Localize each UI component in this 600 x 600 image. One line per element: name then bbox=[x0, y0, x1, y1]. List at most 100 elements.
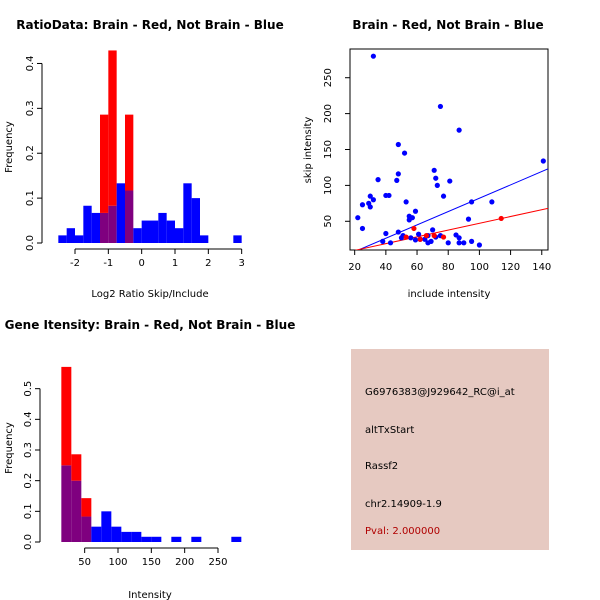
ratio-y-tick-label: 0.1 bbox=[25, 190, 36, 206]
gene-not-brain-bar bbox=[131, 531, 142, 542]
gene-y-tick-label: 0.4 bbox=[23, 411, 34, 427]
ratio-not-brain-bar bbox=[83, 205, 92, 243]
ratio-not-brain-bar bbox=[66, 228, 75, 243]
brain-fit-line bbox=[354, 207, 548, 250]
gene-x-tick-label: 100 bbox=[108, 557, 127, 568]
scatter-x-tick-label: 40 bbox=[379, 262, 392, 273]
gene-x-tick-label: 200 bbox=[175, 557, 194, 568]
not-brain-point bbox=[375, 177, 381, 183]
not-brain-point bbox=[476, 242, 483, 248]
gene-not-brain-bar bbox=[101, 511, 112, 542]
gene-not-brain-bar bbox=[191, 536, 202, 542]
scatter-y-tick-label: 100 bbox=[323, 176, 334, 195]
ratio-x-tick-label: 3 bbox=[238, 258, 244, 269]
not-brain-point bbox=[383, 230, 389, 237]
not-brain-point bbox=[359, 202, 366, 208]
gene-not-brain-bar bbox=[141, 536, 152, 542]
gene-not-brain-bar bbox=[111, 526, 122, 542]
not-brain-point bbox=[489, 199, 495, 205]
ratio-x-tick-label: -2 bbox=[70, 258, 80, 269]
probe-info-panel: G6976383@J929642_RC@i_at altTxStart Rass… bbox=[351, 349, 549, 550]
ratio-brain-bar bbox=[125, 114, 134, 191]
scatter-x-tick-label: 60 bbox=[411, 262, 424, 273]
gene-brain-bar bbox=[71, 454, 82, 481]
not-brain-point bbox=[469, 199, 475, 205]
not-brain-point bbox=[394, 177, 400, 183]
ratio-not-brain-bar bbox=[200, 235, 209, 243]
not-brain-point bbox=[465, 216, 472, 222]
not-brain-point bbox=[456, 240, 462, 246]
brain-point bbox=[423, 233, 429, 239]
not-brain-point bbox=[367, 193, 373, 199]
gene-x-tick-label: 50 bbox=[78, 557, 91, 568]
gene-x-tick-label: 150 bbox=[142, 557, 161, 568]
p-value: Pval: 2.000000 bbox=[365, 526, 441, 537]
ratio-brain-bar bbox=[108, 50, 117, 206]
ratio-x-tick-label: 2 bbox=[205, 258, 211, 269]
ratio-histogram: RatioData: Brain - Red, Not Brain - Blue… bbox=[4, 18, 284, 300]
not-brain-point bbox=[430, 227, 436, 233]
not-brain-point bbox=[401, 150, 408, 156]
not-brain-point bbox=[540, 158, 546, 164]
ratio-brain-bar bbox=[100, 114, 109, 213]
gene-x-tick-label: 250 bbox=[208, 557, 227, 568]
ratio-not-brain-bar bbox=[75, 235, 84, 243]
not-brain-point bbox=[469, 238, 475, 244]
not-brain-point bbox=[437, 103, 444, 110]
ratio-x-tick-label: -1 bbox=[103, 258, 113, 269]
ratio-x-tick-label: 0 bbox=[138, 258, 144, 269]
ratio-overlap-bar bbox=[100, 212, 109, 243]
brain-point bbox=[498, 215, 504, 222]
gene-brain-bar bbox=[61, 366, 72, 466]
ratio-y-tick-label: 0.3 bbox=[25, 100, 36, 116]
ratio-not-brain-bar bbox=[166, 220, 175, 243]
not-brain-point bbox=[428, 238, 434, 244]
ratio-not-brain-bar bbox=[58, 235, 67, 243]
scatter-x-tick-label: 140 bbox=[532, 262, 551, 273]
not-brain-point bbox=[447, 178, 453, 184]
scatter-xlabel: include intensity bbox=[408, 289, 491, 300]
gene-overlap-bar bbox=[71, 480, 82, 542]
brain-point bbox=[403, 234, 409, 240]
brain-point bbox=[417, 236, 423, 242]
ratio-histogram-title: RatioData: Brain - Red, Not Brain - Blue bbox=[16, 18, 283, 32]
not-brain-point bbox=[386, 192, 392, 199]
not-brain-point bbox=[456, 127, 462, 133]
not-brain-point bbox=[403, 199, 409, 205]
not-brain-point bbox=[431, 167, 437, 173]
scatter-x-tick-label: 80 bbox=[442, 262, 455, 273]
scatter-y-tick-label: 150 bbox=[323, 140, 334, 159]
event-type: altTxStart bbox=[365, 425, 415, 436]
gene-histogram-xlabel: Intensity bbox=[128, 590, 172, 600]
not-brain-point bbox=[433, 175, 439, 181]
brain-point bbox=[411, 225, 417, 232]
not-brain-point bbox=[359, 225, 366, 232]
ratio-not-brain-bar bbox=[91, 212, 100, 243]
not-brain-point bbox=[440, 193, 447, 199]
ratio-overlap-bar bbox=[108, 205, 117, 243]
ratio-not-brain-bar bbox=[150, 220, 159, 243]
not-brain-point bbox=[380, 238, 386, 244]
gene-y-tick-label: 0.5 bbox=[23, 381, 34, 397]
gene-not-brain-bar bbox=[171, 536, 182, 542]
gene-name: Rassf2 bbox=[365, 461, 399, 472]
gene-not-brain-bar bbox=[151, 536, 162, 542]
scatter-x-tick-label: 120 bbox=[501, 262, 520, 273]
scatter-y-tick-label: 50 bbox=[323, 215, 334, 228]
not-brain-point bbox=[445, 240, 451, 246]
not-brain-point bbox=[412, 208, 419, 214]
probe-id: G6976383@J929642_RC@i_at bbox=[365, 387, 515, 398]
scatter-title: Brain - Red, Not Brain - Blue bbox=[352, 18, 543, 32]
scatter-plot-frame bbox=[349, 48, 549, 251]
ratio-histogram-ylabel: Frequency bbox=[4, 121, 15, 173]
gene-y-tick-label: 0.0 bbox=[23, 534, 34, 550]
not-brain-point bbox=[370, 197, 376, 203]
not-brain-point bbox=[412, 237, 419, 243]
not-brain-point bbox=[398, 235, 405, 241]
not-brain-point bbox=[434, 182, 440, 188]
ratio-y-tick-label: 0.2 bbox=[25, 145, 36, 161]
not-brain-point bbox=[461, 240, 467, 246]
scatter-ylabel: skip intensity bbox=[303, 117, 314, 184]
not-brain-point bbox=[456, 235, 462, 241]
ratio-y-tick-label: 0.4 bbox=[25, 56, 36, 72]
